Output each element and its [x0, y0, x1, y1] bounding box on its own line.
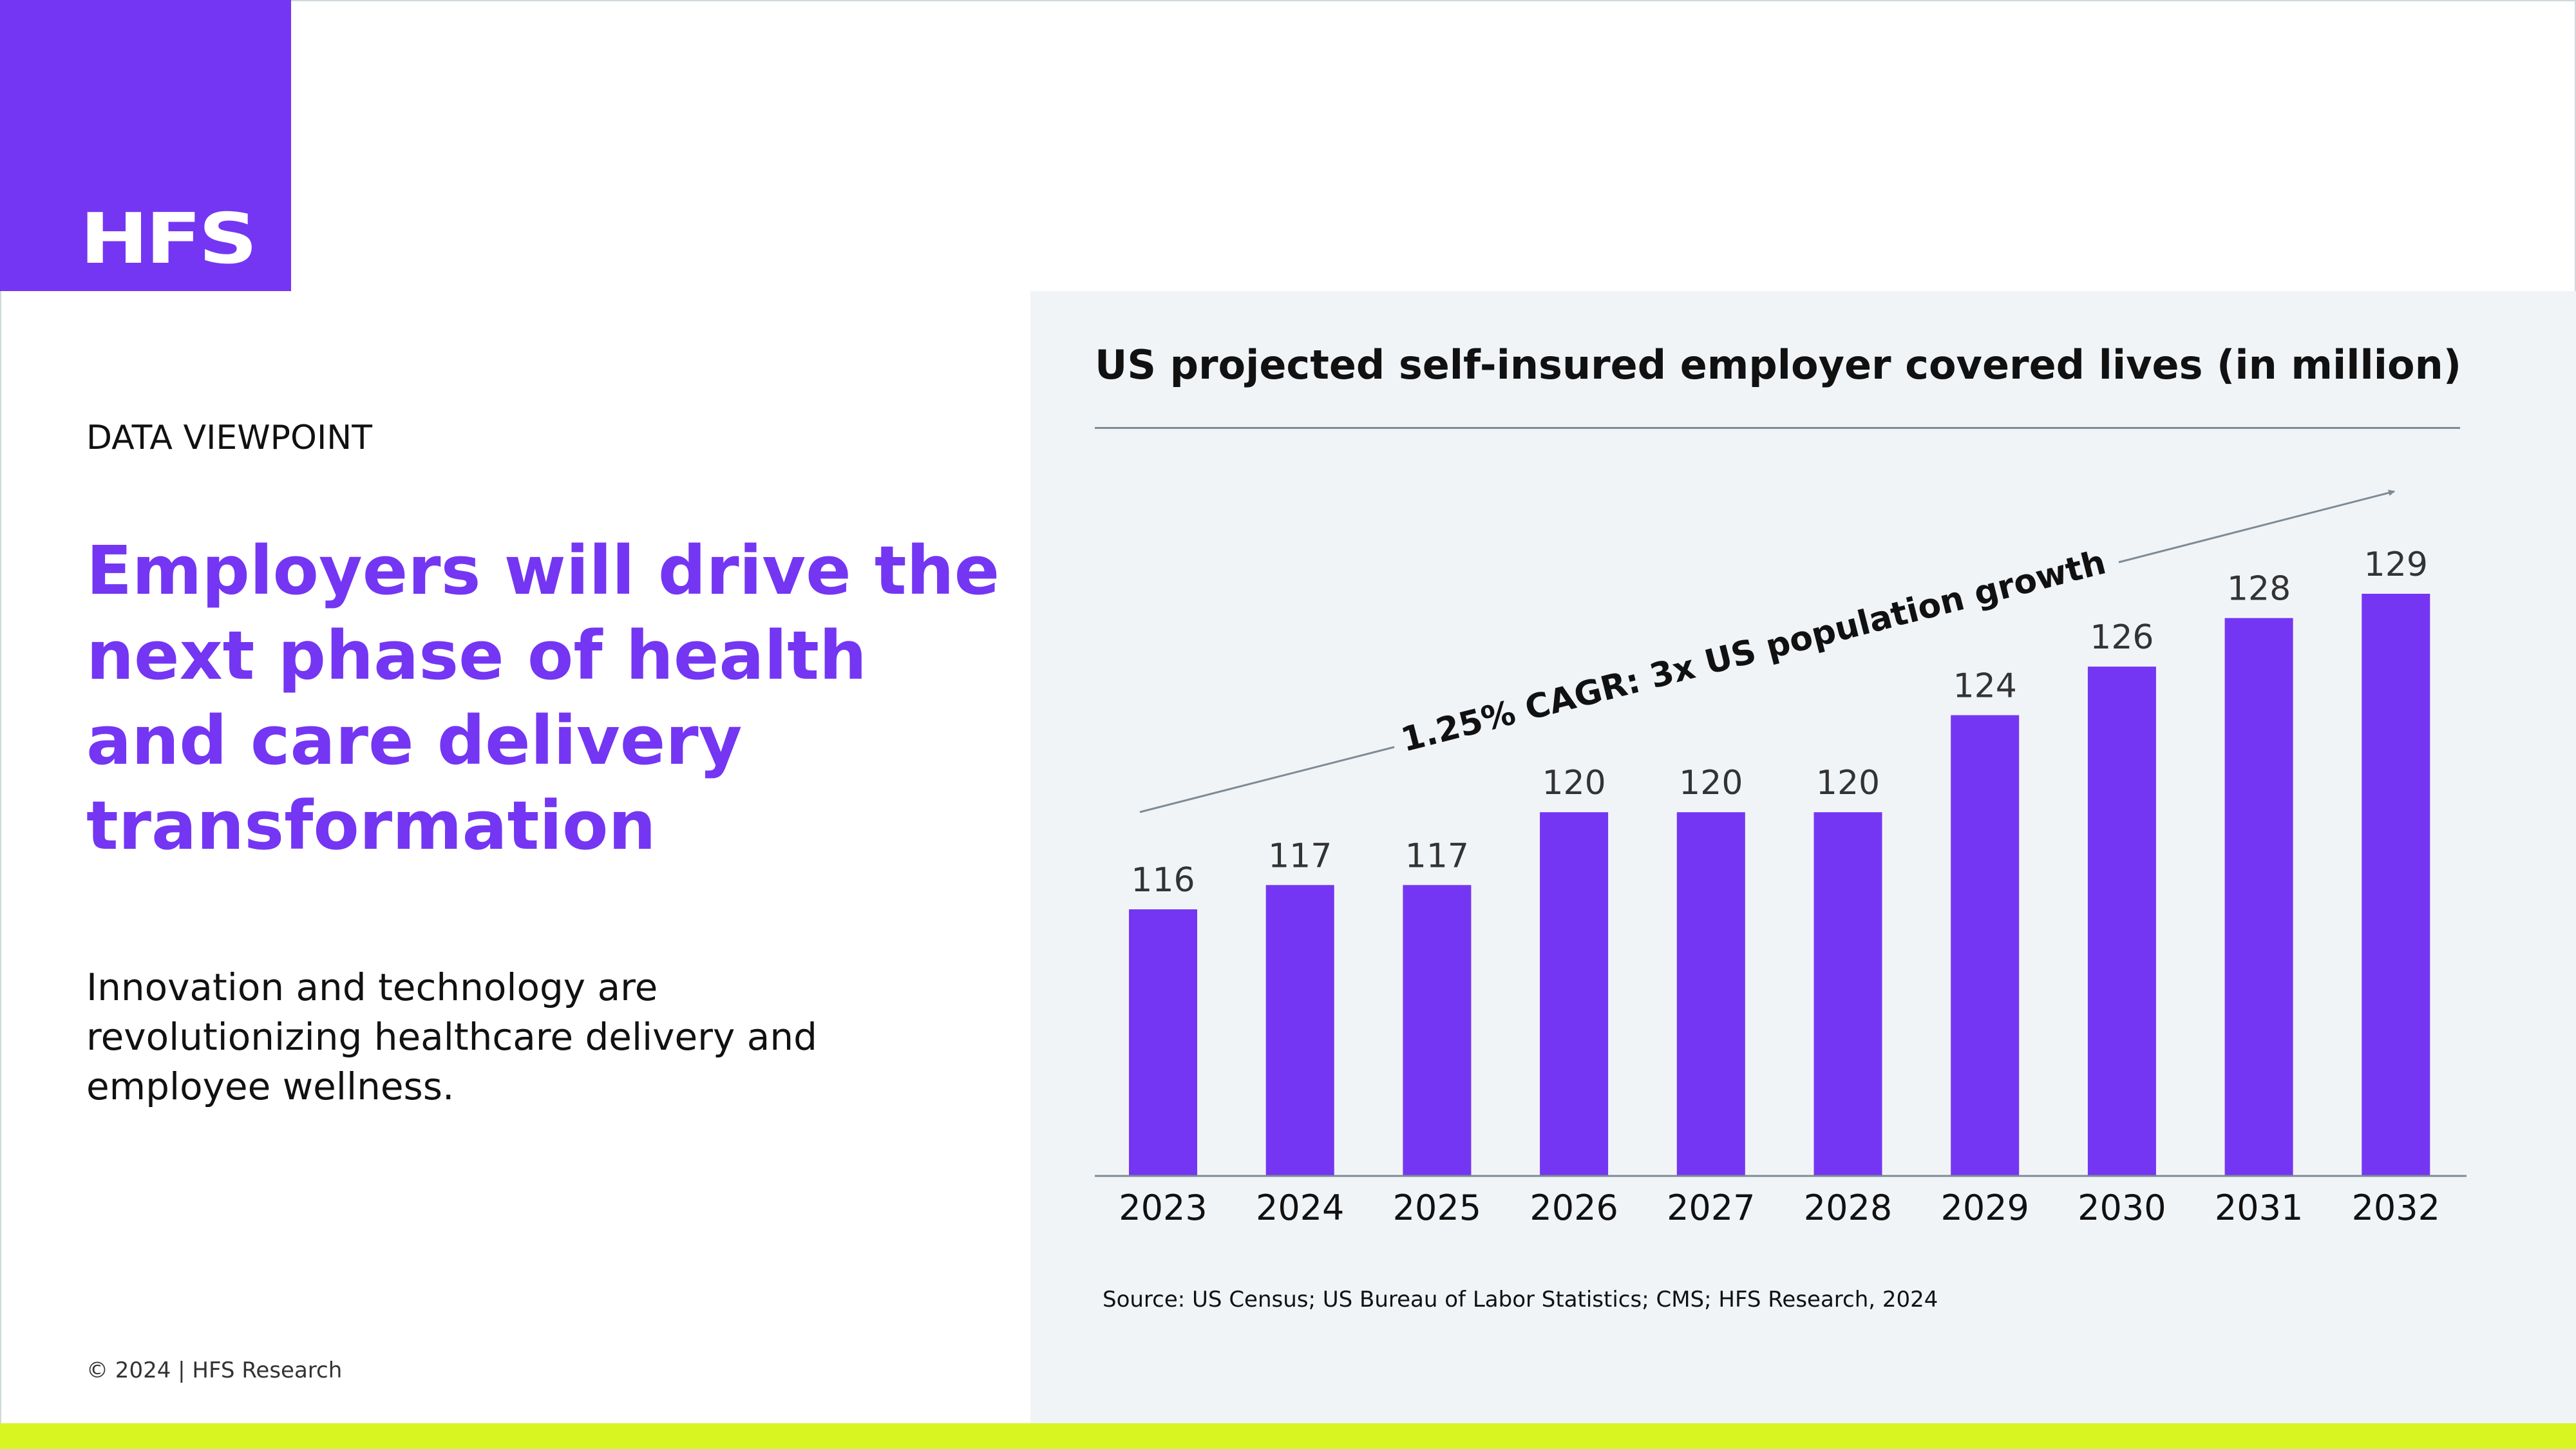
copyright-text: © 2024 | HFS Research: [86, 1358, 343, 1383]
x-tick-label-2031: 2031: [2215, 1188, 2303, 1228]
data-label-2030: 126: [2090, 618, 2154, 657]
x-tick-label-2024: 2024: [1256, 1188, 1344, 1228]
x-tick-label-2023: 2023: [1119, 1188, 1207, 1228]
x-tick-label-2028: 2028: [1804, 1188, 1892, 1228]
data-label-2024: 117: [1268, 837, 1332, 875]
bar-2025: [1403, 885, 1472, 1176]
logo-text: HFS: [80, 199, 258, 279]
body-text: Innovation and technology are revolution…: [86, 965, 817, 1108]
x-tick-label-2029: 2029: [1940, 1188, 2029, 1228]
bar-2027: [1676, 812, 1745, 1176]
x-tick-label-2032: 2032: [2352, 1188, 2440, 1228]
x-tick-label-2027: 2027: [1667, 1188, 1755, 1228]
bar-2028: [1814, 812, 1882, 1176]
x-tick-label-2026: 2026: [1530, 1188, 1618, 1228]
data-label-2032: 129: [2364, 545, 2428, 584]
data-label-2031: 128: [2227, 570, 2291, 609]
data-label-2025: 117: [1405, 837, 1469, 875]
source-note: Source: US Census; US Bureau of Labor St…: [1103, 1287, 1938, 1312]
chart-panel: [1030, 291, 2576, 1423]
trend-line-left: [1139, 746, 1395, 813]
trend-arrow-icon: [2118, 489, 2395, 564]
hfs-logo: HFS: [0, 0, 291, 291]
bar-2029: [1951, 715, 2020, 1176]
chart-title: US projected self-insured employer cover…: [1095, 341, 2462, 388]
bar-2026: [1540, 812, 1609, 1176]
x-tick-label-2030: 2030: [2078, 1188, 2166, 1228]
x-tick-label-2025: 2025: [1393, 1188, 1481, 1228]
data-label-2023: 116: [1131, 861, 1195, 900]
bar-2023: [1129, 909, 1197, 1176]
bar-2024: [1265, 885, 1334, 1176]
data-label-2028: 120: [1816, 764, 1880, 802]
bar-2032: [2362, 594, 2430, 1176]
data-label-2027: 120: [1679, 764, 1743, 802]
title-divider: [1095, 427, 2460, 429]
data-label-2026: 120: [1542, 764, 1605, 802]
cagr-annotation: 1.25% CAGR: 3x US population growth: [1139, 489, 2395, 813]
bar-2031: [2224, 618, 2293, 1176]
bar-2030: [2087, 667, 2156, 1176]
bottom-accent-bar: [0, 1423, 2576, 1449]
eyebrow-label: DATA VIEWPOINT: [86, 419, 372, 457]
page-headline: Employers will drive the next phase of h…: [86, 531, 1000, 865]
data-label-2029: 124: [1953, 667, 2017, 706]
